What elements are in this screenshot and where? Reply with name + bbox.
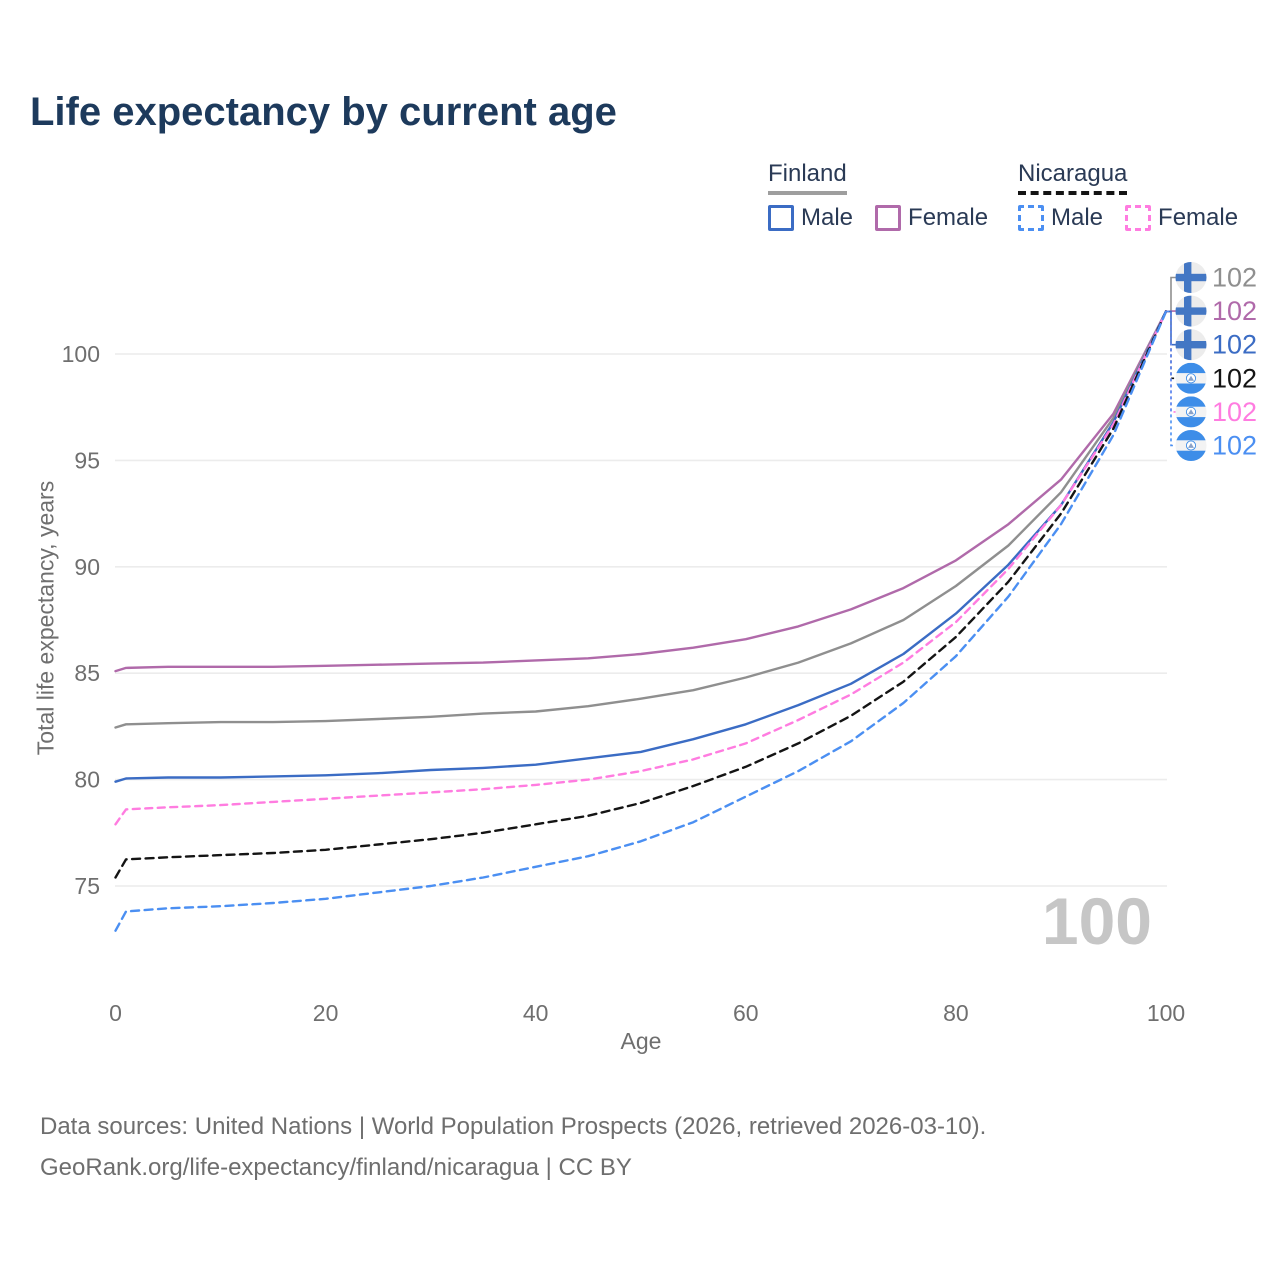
- x-axis-title: Age: [620, 1028, 662, 1054]
- y-axis-title: Total life expectancy, years: [32, 480, 59, 756]
- nicaragua-flag-icon: [1175, 430, 1207, 461]
- nicaragua-female-label[interactable]: Female: [1158, 204, 1239, 231]
- x-tick-label: 20: [313, 1000, 339, 1026]
- grid-layer: 75 80 85 90 95 100 0 20 40 60 80 100 100: [62, 341, 1186, 1026]
- x-tick-label: 60: [733, 1000, 759, 1026]
- finland-flag-icon: [1175, 329, 1207, 361]
- x-tick-label: 0: [109, 1000, 122, 1026]
- nicaragua-female-swatch[interactable]: [1125, 205, 1152, 231]
- end-value-label: 102: [1212, 397, 1257, 427]
- x-tick-label: 40: [523, 1000, 549, 1026]
- x-tick-label: 80: [943, 1000, 969, 1026]
- legend-group-finland: Finland Male Female: [768, 160, 1010, 232]
- hover-age-watermark: 100: [1042, 884, 1152, 958]
- series-layer: [114, 310, 1168, 932]
- y-tick-label: 100: [62, 341, 100, 367]
- finland-male-swatch[interactable]: [768, 205, 794, 231]
- series-line-finland-male: [114, 310, 1168, 783]
- finland-flag-icon: [1175, 262, 1207, 293]
- footer-attribution: GeoRank.org/life-expectancy/finland/nica…: [40, 1154, 632, 1181]
- y-tick-label: 75: [74, 873, 100, 899]
- legend-finland-name[interactable]: Finland: [768, 160, 847, 195]
- end-value-label: 102: [1212, 263, 1257, 293]
- y-tick-label: 85: [74, 660, 100, 686]
- end-value-label: 102: [1212, 431, 1257, 461]
- series-line-nicaragua-total: [114, 310, 1168, 879]
- leader-line: [1166, 310, 1177, 346]
- footer-sources: Data sources: United Nations | World Pop…: [40, 1113, 987, 1140]
- nicaragua-male-swatch[interactable]: [1018, 205, 1044, 231]
- finland-male-label[interactable]: Male: [801, 204, 854, 231]
- finland-female-swatch[interactable]: [875, 205, 902, 231]
- nicaragua-male-label[interactable]: Male: [1051, 204, 1104, 231]
- nicaragua-flag-icon: [1175, 362, 1207, 394]
- series-line-finland-female: [114, 310, 1168, 673]
- series-line-nicaragua-female: [114, 310, 1168, 826]
- end-value-label: 102: [1212, 363, 1257, 393]
- legend-group-nicaragua: Nicaragua Male Female: [1018, 160, 1260, 232]
- y-tick-label: 80: [74, 767, 100, 793]
- page-title: Life expectancy by current age: [30, 90, 617, 134]
- x-tick-label: 100: [1147, 1000, 1185, 1026]
- series-line-nicaragua-male: [114, 310, 1168, 932]
- leader-line: [1166, 310, 1177, 447]
- finland-flag-icon: [1175, 295, 1207, 327]
- end-value-label: 102: [1212, 330, 1257, 360]
- finland-female-label[interactable]: Female: [908, 204, 989, 231]
- y-tick-label: 90: [74, 554, 100, 580]
- footer: Data sources: United Nations | World Pop…: [40, 1106, 986, 1188]
- series-line-finland-total: [114, 310, 1168, 729]
- y-tick-label: 95: [74, 447, 100, 473]
- end-value-label: 102: [1212, 296, 1257, 326]
- legend-nicaragua-name[interactable]: Nicaragua: [1018, 160, 1128, 195]
- leader-line: [1166, 276, 1177, 313]
- nicaragua-flag-icon: [1175, 396, 1207, 428]
